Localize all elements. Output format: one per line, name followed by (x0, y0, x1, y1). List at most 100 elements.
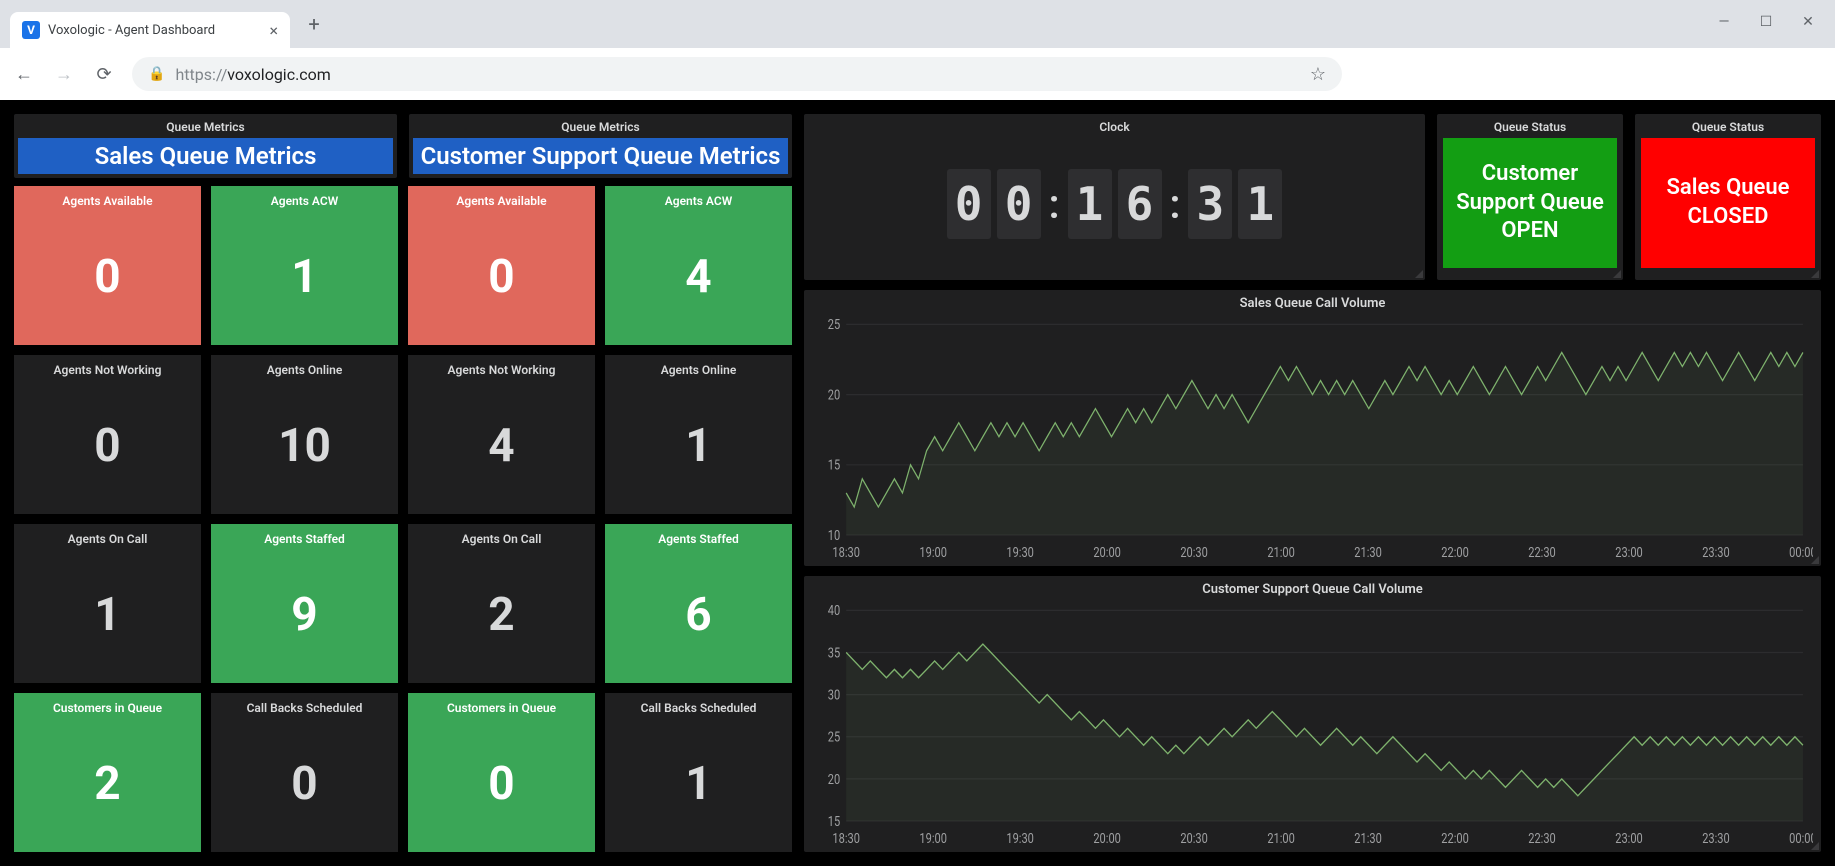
metric-label: Agents Staffed (658, 524, 739, 546)
resize-handle-icon[interactable] (1811, 270, 1819, 278)
metric-label: Agents Staffed (264, 524, 345, 546)
metric-tile: Call Backs Scheduled1 (605, 693, 792, 852)
metric-label: Agents Online (267, 355, 343, 377)
svg-text:22:00: 22:00 (1441, 546, 1469, 561)
metric-value: 1 (94, 546, 120, 683)
metric-label: Agents Not Working (448, 355, 556, 377)
clock-digit: 1 (1238, 169, 1282, 239)
resize-handle-icon[interactable] (1811, 842, 1819, 850)
support-status-badge: Customer Support Queue OPEN (1443, 138, 1617, 268)
metric-tile: Agents Staffed9 (211, 524, 398, 683)
sales-queue-banner: Sales Queue Metrics (18, 138, 393, 174)
metric-value: 1 (685, 377, 711, 514)
lock-icon: 🔒 (148, 66, 165, 82)
support-queue-header-panel: Queue Metrics Customer Support Queue Met… (409, 114, 792, 178)
metric-tile: Agents On Call1 (14, 524, 201, 683)
browser-tab[interactable]: V Voxologic - Agent Dashboard × (10, 12, 290, 48)
svg-text:00:00: 00:00 (1789, 832, 1813, 847)
svg-text:20:00: 20:00 (1093, 832, 1121, 847)
metric-tile: Customers in Queue0 (408, 693, 595, 852)
sales-queue-header-panel: Queue Metrics Sales Queue Metrics (14, 114, 397, 178)
reload-button[interactable]: ⟳ (92, 64, 116, 85)
new-tab-button[interactable]: + (300, 10, 328, 38)
metric-value: 6 (685, 546, 711, 683)
clock-digit: 0 (947, 169, 991, 239)
metric-label: Customers in Queue (53, 693, 162, 715)
support-status-panel: Queue Status Customer Support Queue OPEN (1437, 114, 1623, 280)
favicon-icon: V (22, 21, 40, 39)
metric-value: 9 (291, 546, 317, 683)
url-input[interactable]: 🔒 https://voxologic.com ☆ (132, 57, 1342, 91)
svg-text:20: 20 (828, 389, 840, 404)
metric-tile: Customers in Queue2 (14, 693, 201, 852)
close-window-icon[interactable]: ✕ (1801, 14, 1815, 30)
clock-digit: 1 (1068, 169, 1112, 239)
svg-text:21:00: 21:00 (1267, 832, 1295, 847)
metric-value: 2 (488, 546, 514, 683)
browser-chrome: V Voxologic - Agent Dashboard × + — ☐ ✕ … (0, 0, 1835, 100)
metric-value: 1 (291, 208, 317, 345)
svg-text:20: 20 (828, 773, 840, 788)
svg-text:25: 25 (828, 731, 840, 746)
metric-value: 0 (488, 208, 514, 345)
clock-panel: Clock 00:16:31 (804, 114, 1425, 280)
forward-button[interactable]: → (52, 64, 76, 85)
svg-text:10: 10 (828, 529, 840, 544)
metric-value: 0 (94, 208, 120, 345)
svg-text:22:00: 22:00 (1441, 832, 1469, 847)
svg-text:19:00: 19:00 (919, 832, 947, 847)
resize-handle-icon[interactable] (1811, 556, 1819, 564)
clock-digit: 6 (1118, 169, 1162, 239)
metric-label: Customers in Queue (447, 693, 556, 715)
metric-label: Agents ACW (271, 186, 338, 208)
svg-text:23:00: 23:00 (1615, 832, 1643, 847)
metric-label: Call Backs Scheduled (641, 693, 757, 715)
metric-tile: Agents Not Working0 (14, 355, 201, 514)
minimize-icon[interactable]: — (1717, 14, 1731, 30)
svg-text:23:30: 23:30 (1702, 546, 1730, 561)
sales-chart: 1015202518:3019:0019:3020:0020:3021:0021… (808, 317, 1813, 562)
metric-label: Agents ACW (665, 186, 732, 208)
svg-text:20:30: 20:30 (1180, 832, 1208, 847)
panel-title: Queue Metrics (409, 114, 792, 138)
panel-title: Queue Status (1437, 114, 1623, 138)
svg-text:40: 40 (828, 604, 840, 619)
resize-handle-icon[interactable] (1613, 270, 1621, 278)
close-tab-icon[interactable]: × (269, 21, 278, 40)
metric-label: Call Backs Scheduled (247, 693, 363, 715)
bookmark-icon[interactable]: ☆ (1310, 64, 1326, 85)
svg-text:18:30: 18:30 (832, 832, 860, 847)
metric-tile: Agents On Call2 (408, 524, 595, 683)
metric-label: Agents Not Working (54, 355, 162, 377)
svg-text:20:30: 20:30 (1180, 546, 1208, 561)
url-text: https://voxologic.com (175, 65, 1299, 84)
svg-text:15: 15 (828, 815, 840, 830)
sales-chart-panel: Sales Queue Call Volume 1015202518:3019:… (804, 290, 1821, 566)
tab-title: Voxologic - Agent Dashboard (48, 23, 261, 38)
support-chart: 15202530354018:3019:0019:3020:0020:3021:… (808, 603, 1813, 848)
tab-bar: V Voxologic - Agent Dashboard × + — ☐ ✕ (0, 0, 1835, 48)
metric-tile: Agents Staffed6 (605, 524, 792, 683)
resize-handle-icon[interactable] (1415, 270, 1423, 278)
metric-tile: Agents Not Working4 (408, 355, 595, 514)
metric-value: 10 (278, 377, 331, 514)
clock-display: 00:16:31 (804, 138, 1425, 280)
back-button[interactable]: ← (12, 64, 36, 85)
metric-value: 2 (94, 715, 120, 852)
metric-value: 1 (685, 715, 711, 852)
window-controls: — ☐ ✕ (1697, 0, 1835, 44)
svg-text:19:00: 19:00 (919, 546, 947, 561)
svg-text:18:30: 18:30 (832, 546, 860, 561)
metric-grid: Agents Available0Agents ACW1Agents Avail… (14, 186, 792, 852)
panel-title: Queue Metrics (14, 114, 397, 138)
metric-tile: Agents Online1 (605, 355, 792, 514)
clock-digit: 0 (997, 169, 1041, 239)
maximize-icon[interactable]: ☐ (1759, 14, 1773, 30)
svg-text:21:00: 21:00 (1267, 546, 1295, 561)
svg-text:19:30: 19:30 (1006, 546, 1034, 561)
svg-text:20:00: 20:00 (1093, 546, 1121, 561)
metric-value: 0 (488, 715, 514, 852)
svg-text:21:30: 21:30 (1354, 832, 1382, 847)
metric-tile: Agents ACW4 (605, 186, 792, 345)
metric-value: 0 (291, 715, 317, 852)
